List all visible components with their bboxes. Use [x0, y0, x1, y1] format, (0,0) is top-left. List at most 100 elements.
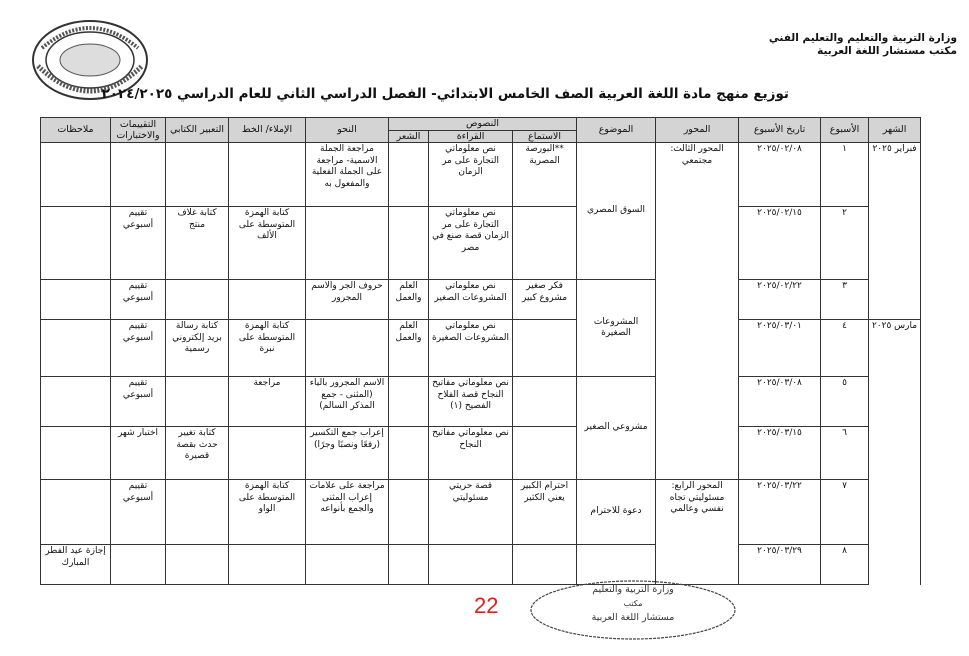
cell-week: ٧ [820, 479, 870, 545]
cell-notes [40, 319, 111, 377]
cell-notes [40, 279, 111, 320]
cell-assessment [110, 544, 166, 585]
document-title: توزيع منهج مادة اللغة العربية الصف الخام… [101, 86, 789, 102]
cell-poetry [387, 479, 430, 545]
cell-topic: دعوة للاحترام [576, 479, 657, 545]
ministry-logo [32, 20, 148, 100]
header-assessment: التقييمات والاختبارات [110, 117, 166, 143]
cell-poetry [387, 142, 430, 207]
table-row: ٦ ٢٠٢٥/٠٣/١٥ نص معلوماتي مفاتيح النجاح إعرا… [40, 426, 921, 480]
cell-month: فبراير ٢٠٢٥ [868, 142, 922, 320]
curriculum-table: الشهر الأسبوع تاريخ الأسبوع المحور الموض… [40, 117, 922, 585]
cell-topic [576, 544, 657, 585]
cell-reading: نص معلوماتي المشروعات الصغير [428, 279, 514, 320]
office-stamp [530, 580, 736, 640]
header-notes: ملاحظات [40, 117, 111, 143]
cell-poetry: العلم والعمل [387, 319, 430, 377]
cell-assessment [110, 142, 166, 207]
cell-writing [165, 279, 229, 320]
header-listening: الاستماع [512, 129, 578, 143]
cell-dictation: كتابة الهمزة المتوسطة على الألف [228, 206, 306, 280]
header-topic: الموضوع [576, 117, 657, 143]
cell-writing [165, 142, 229, 207]
cell-dictation: كتابة الهمزة المتوسطة على نبرة [228, 319, 306, 377]
cell-notes [40, 479, 111, 545]
header-writing: التعبير الكتابي [165, 117, 229, 143]
table-row: مارس ٢٠٢٥ ٤ ٢٠٢٥/٠٣/٠١ نص معلوماتي المشروعا… [40, 319, 922, 585]
header-poetry: الشعر [387, 129, 430, 143]
cell-week: ٣ [820, 279, 870, 320]
table-row: فبراير ٢٠٢٥ ١ ٢٠٢٥/٠٢/٠٨ المحور الثالث: مجت… [40, 142, 922, 480]
cell-reading: نص معلوماتي مفاتيح النجاح [428, 426, 514, 480]
cell-date: ٢٠٢٥/٠٣/٠١ [738, 319, 822, 377]
cell-notes: إجازة عيد الفطر المبارك [40, 544, 111, 585]
cell-axis: المحور الثالث: مجتمعي [655, 142, 740, 480]
cell-notes [40, 142, 111, 207]
cell-reading: نص معلوماتي التجارة على مر الزمان [428, 142, 514, 207]
cell-dictation [228, 544, 306, 585]
cell-listening [512, 376, 578, 427]
cell-reading: قصة حريتي مسئوليتي [428, 479, 514, 545]
cell-poetry: العلم والعمل [387, 279, 430, 320]
cell-month: مارس ٢٠٢٥ [868, 319, 922, 585]
cell-poetry [387, 426, 430, 480]
cell-writing [165, 544, 229, 585]
cell-poetry [387, 376, 430, 427]
cell-week: ٨ [820, 544, 870, 585]
table-row: ٥ ٢٠٢٥/٠٣/٠٨ مشروعي الصغير نص معلوماتي مفات… [40, 376, 921, 480]
cell-date: ٢٠٢٥/٠٣/٢٩ [738, 544, 822, 585]
cell-assessment: تقييم أسبوعي [110, 206, 166, 280]
cell-poetry [387, 206, 430, 280]
cell-date: ٢٠٢٥/٠٣/٠٨ [738, 376, 822, 427]
cell-listening: فكر صغير مشروع كبير [512, 279, 578, 320]
cell-listening [512, 319, 578, 377]
cell-dictation: مراجعة [228, 376, 306, 427]
table-row: ٣ ٢٠٢٥/٠٢/٢٢ المشروعات الصغيرة فكر صغير مشر… [40, 279, 921, 377]
cell-dictation [228, 142, 306, 207]
cell-grammar [305, 319, 389, 377]
cell-dictation: كتابة الهمزة المتوسطة على الواو [228, 479, 306, 545]
header-axis: المحور [655, 117, 740, 143]
cell-grammar: إعراب جمع التكسير (رفعًا ونصبًا وجرًا) [305, 426, 389, 480]
cell-assessment: تقييم أسبوعي [110, 376, 166, 427]
cell-notes [40, 206, 111, 280]
cell-date: ٢٠٢٥/٠٢/٢٢ [738, 279, 822, 320]
cell-grammar: حروف الجر والاسم المجرور [305, 279, 389, 320]
header-dictation: الإملاء/ الخط [228, 117, 306, 143]
table-row: ٨ ٢٠٢٥/٠٣/٢٩ إجازة عيد الفطر المبارك [40, 544, 921, 585]
cell-listening [512, 544, 578, 585]
cell-week: ٦ [820, 426, 870, 480]
organization-header: وزارة التربية والتعليم والتعليم الفني مك… [769, 32, 957, 58]
cell-listening: **البورصة المصرية [512, 142, 578, 207]
cell-topic: السوق المصري [576, 142, 657, 280]
cell-dictation [228, 426, 306, 480]
cell-week: ٥ [820, 376, 870, 427]
table-row: ٧ ٢٠٢٥/٠٣/٢٢ المحور الرابع: مسئوليتي تجاه … [40, 479, 921, 585]
header-reading: القراءة [428, 129, 514, 143]
cell-assessment: تقييم أسبوعي [110, 479, 166, 545]
cell-week: ٤ [820, 319, 870, 377]
cell-reading: نص معلوماتي مفاتيح النجاح قصة الفلاح الف… [428, 376, 514, 427]
cell-listening: احترام الكبير يعني الكثير [512, 479, 578, 545]
stamp-text: وزارة التربية والتعليم مكتب مستشار اللغة… [591, 584, 675, 623]
cell-writing: كتابة تغيير حدث بقصة قصيرة [165, 426, 229, 480]
cell-notes [40, 426, 111, 480]
cell-listening [512, 426, 578, 480]
table-row: ٢ ٢٠٢٥/٠٢/١٥ نص معلوماتي التجارة على مر ال… [40, 206, 921, 280]
header-texts: النصوص [387, 117, 578, 131]
cell-assessment: تقييم أسبوعي [110, 279, 166, 320]
cell-date: ٢٠٢٥/٠٢/١٥ [738, 206, 822, 280]
cell-grammar: مراجعة الجملة الاسمية- مراجعة على الجملة… [305, 142, 389, 207]
cell-week: ١ [820, 142, 870, 207]
header-grammar: النحو [305, 117, 389, 143]
cell-listening [512, 206, 578, 280]
cell-writing: كتابة رسالة بريد إلكتروني رسمية [165, 319, 229, 377]
cell-assessment: تقييم أسبوعي [110, 319, 166, 377]
ministry-name: وزارة التربية والتعليم والتعليم الفني [768, 32, 957, 44]
cell-writing [165, 376, 229, 427]
cell-reading [428, 544, 514, 585]
cell-date: ٢٠٢٥/٠٢/٠٨ [738, 142, 822, 207]
cell-topic: المشروعات الصغيرة [576, 279, 657, 377]
cell-grammar: مراجعة على علامات إعراب المثنى والجمع بأ… [305, 479, 389, 545]
cell-writing [165, 479, 229, 545]
